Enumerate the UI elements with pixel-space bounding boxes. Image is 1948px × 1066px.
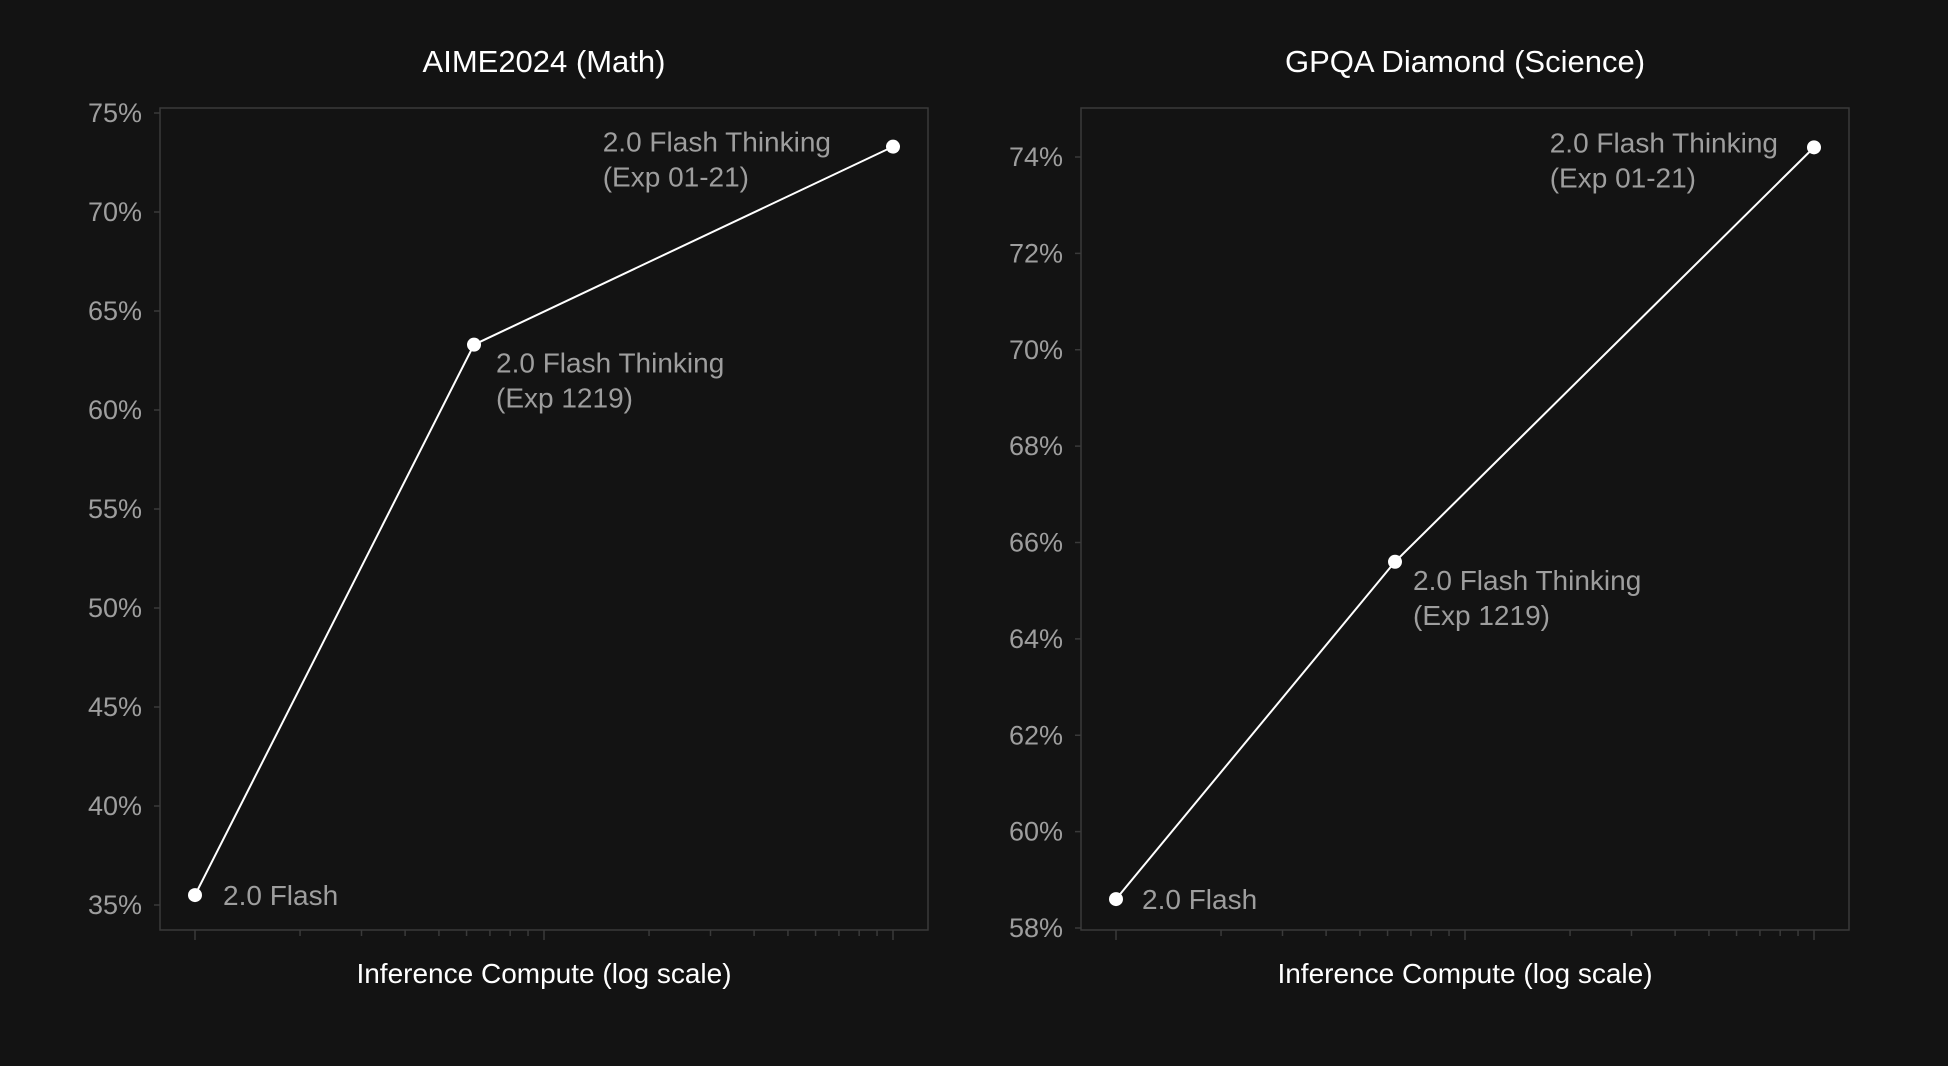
series-group: 2.0 Flash 2.0 Flash Thinking (Exp 1219) 2.0…: [188, 127, 900, 911]
x-axis-label: Inference Compute (log scale): [1277, 958, 1652, 989]
data-point: [886, 139, 900, 154]
point-label: 2.0 Flash Thinking (Exp 01-21): [603, 127, 831, 193]
y-tick-label: 70%: [1009, 335, 1063, 365]
data-point: [1807, 140, 1821, 155]
y-tick-label: 35%: [88, 890, 142, 920]
y-axis-ticks: 35% 40% 45% 50% 55% 60% 65% 70% 75%: [88, 98, 160, 920]
y-tick-label: 66%: [1009, 528, 1063, 558]
chart-title: AIME2024 (Math): [423, 44, 666, 79]
y-tick-label: 64%: [1009, 624, 1063, 654]
point-label: 2.0 Flash Thinking (Exp 1219): [1413, 565, 1641, 631]
y-axis-ticks: 58% 60% 62% 64% 66% 68% 70% 72% 74%: [1009, 142, 1081, 943]
series-group: 2.0 Flash 2.0 Flash Thinking (Exp 1219) 2.0…: [1109, 127, 1821, 915]
y-tick-label: 68%: [1009, 431, 1063, 461]
chart-title: GPQA Diamond (Science): [1285, 44, 1645, 79]
x-axis-label: Inference Compute (log scale): [356, 958, 731, 989]
point-label: 2.0 Flash Thinking (Exp 01-21): [1550, 127, 1778, 193]
y-tick-label: 58%: [1009, 913, 1063, 943]
y-tick-label: 75%: [88, 98, 142, 128]
aime-chart: AIME2024 (Math) 35% 40% 45% 50% 55% 60% 65% 70%…: [88, 44, 929, 989]
y-tick-label: 60%: [88, 395, 142, 425]
y-tick-label: 65%: [88, 296, 142, 326]
y-tick-label: 45%: [88, 692, 142, 722]
y-tick-label: 62%: [1009, 720, 1063, 750]
y-tick-label: 60%: [1009, 817, 1063, 847]
point-label: 2.0 Flash: [1142, 884, 1257, 915]
y-tick-label: 74%: [1009, 142, 1063, 172]
data-point: [188, 888, 202, 903]
y-tick-label: 55%: [88, 494, 142, 524]
x-axis-ticks: [194, 930, 894, 940]
y-tick-label: 72%: [1009, 238, 1063, 268]
point-label: 2.0 Flash Thinking (Exp 1219): [496, 348, 724, 414]
y-tick-label: 40%: [88, 791, 142, 821]
data-point: [1388, 554, 1402, 569]
gpqa-chart: GPQA Diamond (Science) 58% 60% 62% 64% 66% 68…: [1009, 44, 1850, 989]
x-axis-ticks: [1115, 930, 1815, 940]
data-point: [1109, 892, 1123, 907]
point-label: 2.0 Flash: [223, 880, 338, 911]
y-tick-label: 70%: [88, 197, 142, 227]
y-tick-label: 50%: [88, 593, 142, 623]
data-point: [467, 337, 481, 352]
